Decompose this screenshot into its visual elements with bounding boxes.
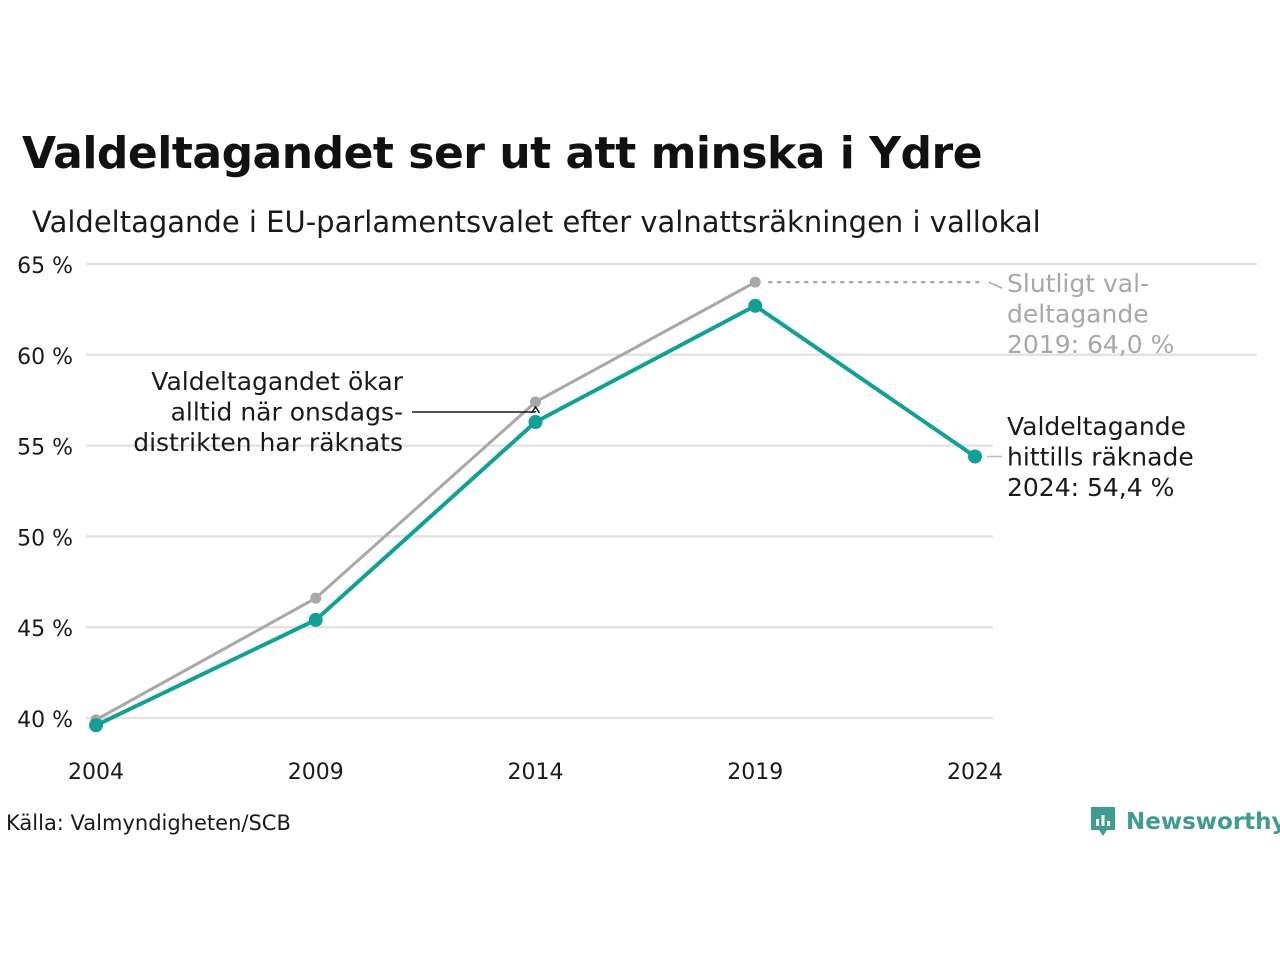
data-point-current xyxy=(308,612,323,627)
brand-logo[interactable]: Newsworthy xyxy=(1088,804,1280,840)
y-tick-label: 65 % xyxy=(17,254,73,279)
annotation-note-2014: alltid när onsdags- xyxy=(171,398,403,427)
chart-title: Valdeltagandet ser ut att minska i Ydre xyxy=(22,128,983,179)
y-tick-label: 50 % xyxy=(17,526,73,551)
data-point-current xyxy=(968,449,982,464)
x-tick-label: 2019 xyxy=(727,760,783,785)
annotation-note-2014: distrikten har räknats xyxy=(133,428,403,457)
x-tick-label: 2009 xyxy=(288,760,344,785)
x-tick-label: 2024 xyxy=(947,760,1003,785)
chart-subtitle: Valdeltagande i EU-parlamentsvalet efter… xyxy=(32,205,1041,239)
data-point-final xyxy=(310,592,322,604)
annotation-final-2019: Slutligt val- xyxy=(1007,269,1149,298)
data-point-current xyxy=(89,718,103,733)
newsworthy-logo-icon xyxy=(1091,807,1115,836)
y-tick-label: 40 % xyxy=(17,708,73,733)
annotation-final-2019: 2019: 64,0 % xyxy=(1007,330,1174,359)
y-tick-label: 55 % xyxy=(17,436,73,461)
x-tick-label: 2004 xyxy=(68,760,124,785)
series-line-final xyxy=(95,280,756,722)
y-tick-label: 60 % xyxy=(17,345,73,370)
source-note: Källa: Valmyndigheten/SCB xyxy=(6,811,291,835)
annotation-current-2024: 2024: 54,4 % xyxy=(1007,473,1174,502)
y-tick-label: 45 % xyxy=(17,617,73,642)
annotation-arrow-head xyxy=(530,405,541,414)
brand-name: Newsworthy xyxy=(1126,809,1280,835)
annotation-current-2024: hittills räknade xyxy=(1007,443,1194,472)
data-point-current xyxy=(528,414,543,429)
data-point-final xyxy=(530,396,541,408)
x-tick-label: 2014 xyxy=(508,760,564,785)
annotation-tick-final xyxy=(988,281,1003,289)
annotation-final-2019: deltagande xyxy=(1007,300,1149,329)
data-point-current xyxy=(748,298,763,313)
annotation-current-2024: Valdeltagande xyxy=(1007,412,1186,441)
annotation-note-2014: Valdeltagandet ökar xyxy=(151,367,403,396)
data-point-final xyxy=(749,276,761,288)
